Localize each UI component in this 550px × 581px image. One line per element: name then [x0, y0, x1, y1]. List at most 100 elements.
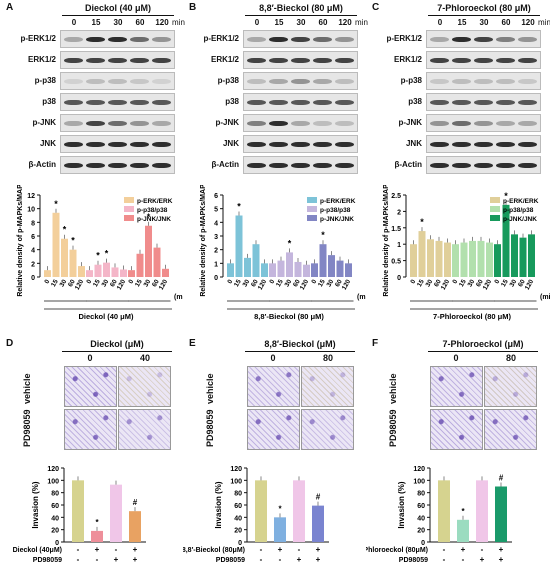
- micro-row-label: vehicle: [205, 373, 215, 404]
- panel-letter: A: [6, 2, 14, 13]
- blot-band: [496, 162, 515, 169]
- bar: [162, 268, 169, 277]
- blot-band: [518, 36, 537, 43]
- bar: [319, 244, 327, 277]
- blot-strip: [60, 156, 175, 174]
- bar: [486, 242, 493, 277]
- significance-mark: #: [133, 498, 138, 507]
- blot-band: [335, 57, 354, 64]
- time-label: 0: [437, 18, 443, 27]
- title-underline: [428, 351, 538, 352]
- blot-band: [247, 141, 266, 148]
- category-label: 0: [43, 278, 51, 285]
- time-label: 120: [521, 18, 535, 27]
- blot-band: [86, 99, 105, 106]
- blot-row-label: β-Actin: [28, 160, 56, 169]
- blot-strip: [243, 51, 358, 69]
- blot-strip: [243, 135, 358, 153]
- blot-band: [64, 57, 83, 64]
- blot-band: [86, 36, 105, 43]
- blot-band: [130, 120, 149, 127]
- blot-band: [108, 141, 127, 148]
- blot-band: [108, 162, 127, 169]
- y-axis-label: Relative density of p-MAPKs/MAPKs: [200, 185, 207, 297]
- y-tick-label: 10: [27, 207, 35, 214]
- y-tick-label: 2.5: [391, 193, 401, 200]
- category-label: 15: [275, 278, 285, 288]
- significance-star: *: [71, 236, 75, 246]
- category-label: 15: [134, 278, 144, 288]
- y-tick-label: 8: [31, 220, 35, 227]
- treatment-label: Dieckol (40μM): [13, 547, 62, 554]
- y-tick-label: 20: [234, 528, 242, 535]
- bar: [269, 263, 276, 277]
- bar: [457, 519, 469, 542]
- blot-strip: [426, 72, 541, 90]
- blot-band: [291, 57, 310, 64]
- micrograph: [118, 366, 171, 407]
- y-tick-label: 120: [230, 466, 242, 473]
- category-label: 120: [440, 278, 452, 291]
- title-underline: [428, 15, 540, 16]
- blot-band: [518, 57, 537, 64]
- category-label: 60: [67, 278, 77, 288]
- bar: [452, 244, 459, 277]
- y-axis-label: Invasion (%): [397, 481, 406, 528]
- blot-band: [474, 78, 493, 85]
- legend-label: p-p38/p38: [320, 207, 351, 214]
- y-tick-label: 1: [397, 242, 401, 249]
- bar: [345, 263, 352, 277]
- blot-band: [152, 141, 171, 148]
- panel-title: 7-Phloroeckol (μM): [442, 339, 524, 349]
- blot-band: [269, 162, 288, 169]
- blot-band: [291, 78, 310, 85]
- y-tick-label: 0.5: [391, 259, 401, 266]
- y-tick-label: 6: [31, 234, 35, 241]
- concentration-label: 0: [87, 353, 93, 363]
- category-label: 60: [517, 278, 527, 288]
- blot-band: [430, 99, 449, 106]
- blot-band: [64, 120, 83, 127]
- category-label: 15: [317, 278, 327, 288]
- blot-band: [452, 36, 471, 43]
- bar: [427, 239, 434, 277]
- blot-row-label: JNK: [405, 139, 422, 148]
- blot-band: [496, 120, 515, 127]
- time-label: 15: [457, 18, 467, 27]
- blot-strip: [60, 93, 175, 111]
- y-tick-label: 3: [214, 234, 218, 241]
- blot-band: [247, 57, 266, 64]
- category-label: 30: [326, 278, 336, 288]
- category-label: 15: [233, 278, 243, 288]
- y-axis-label: Invasion (%): [214, 481, 223, 528]
- y-tick-label: 60: [417, 503, 425, 510]
- blot-band: [108, 78, 127, 85]
- significance-star: *: [147, 212, 151, 222]
- category-label: 0: [268, 278, 276, 285]
- significance-mark: #: [316, 493, 321, 502]
- micrograph: [118, 409, 171, 450]
- category-label: 0: [85, 278, 93, 285]
- blot-strip: [60, 114, 175, 132]
- bar: [328, 255, 335, 277]
- bar: [294, 261, 302, 277]
- blot-strip: [426, 114, 541, 132]
- y-tick-label: 120: [47, 466, 59, 473]
- legend-swatch: [307, 206, 317, 212]
- blot-band: [335, 141, 354, 148]
- blot-band: [430, 120, 449, 127]
- y-tick-label: 40: [417, 515, 425, 522]
- x-axis-label: 7-Phloroeckol (80 μM): [433, 312, 511, 321]
- panel-letter: F: [372, 338, 379, 349]
- x-unit-label: (min): [357, 294, 366, 301]
- micrograph: [247, 409, 300, 450]
- treatment-sign: +: [133, 545, 138, 554]
- category-label: 120: [299, 278, 311, 291]
- blot-band: [474, 162, 493, 169]
- bar: [44, 270, 51, 277]
- significance-star: *: [105, 249, 109, 259]
- inhibitor-sign: -: [96, 555, 99, 564]
- bar: [336, 260, 344, 277]
- treatment-sign: +: [461, 545, 466, 554]
